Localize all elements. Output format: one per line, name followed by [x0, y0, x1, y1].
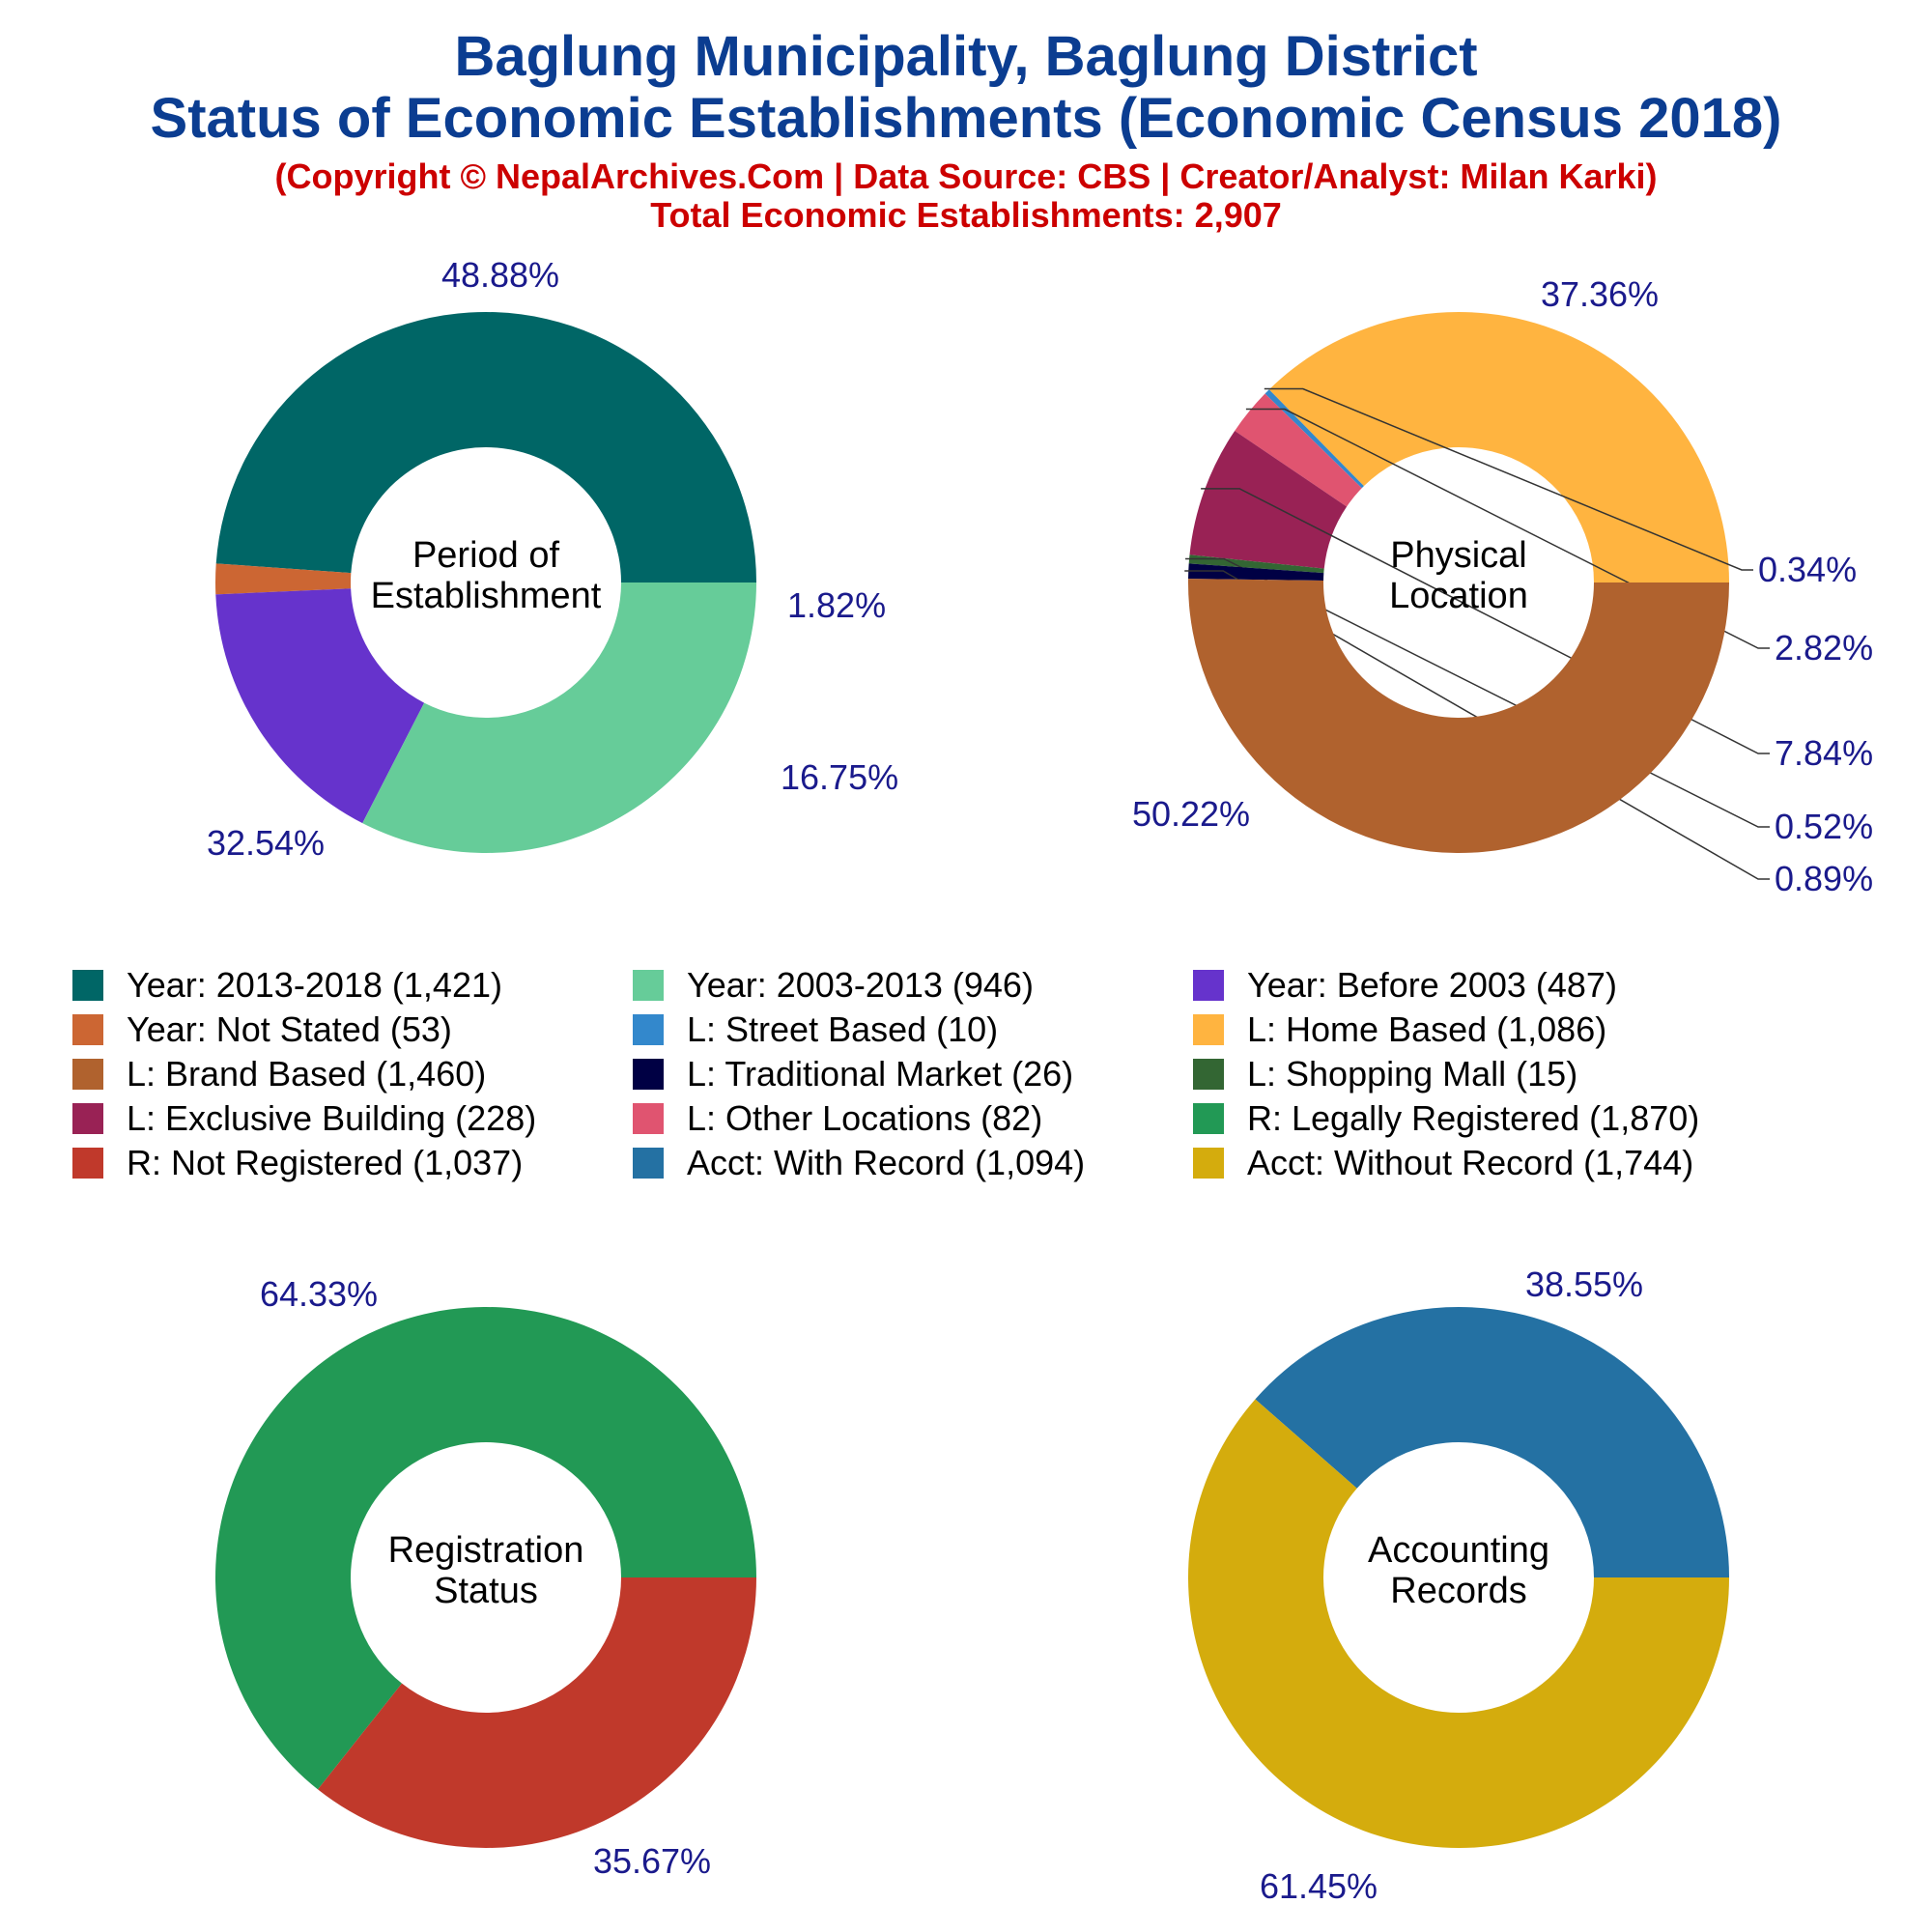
legend-item: R: Not Registered (1,037) [72, 1142, 523, 1184]
legend-item: Year: Before 2003 (487) [1193, 964, 1617, 1007]
donut-center-label: Accounting [1368, 1530, 1549, 1571]
slice-percent-label: 50.22% [1132, 794, 1250, 834]
slice-year-not-stated [215, 563, 352, 595]
period-of-establishment-donut: 48.88% 1.82% 16.75% 32.54% Period ofEstablis… [207, 255, 898, 863]
legend-swatch [633, 1103, 664, 1134]
legend-swatch [633, 1014, 664, 1045]
donut-center-label: Physical [1390, 535, 1527, 576]
legend-item: R: Legally Registered (1,870) [1193, 1097, 1699, 1140]
donut-center-label: Status [434, 1571, 538, 1611]
legend-swatch [633, 1059, 664, 1090]
legend-swatch [72, 1103, 103, 1134]
slice-year-2013-2018 [215, 311, 756, 582]
legend-swatch [72, 1014, 103, 1045]
donut-center-label: Location [1389, 576, 1528, 616]
copyright-subtitle: (Copyright © NepalArchives.Com | Data So… [274, 156, 1658, 196]
legend-item: Acct: Without Record (1,744) [1193, 1142, 1693, 1184]
slice-percent-label: 35.67% [593, 1841, 711, 1881]
chart-title-line-2: Status of Economic Establishments (Econo… [150, 87, 1782, 150]
legend-swatch [1193, 1103, 1224, 1134]
slice-percent-label: 1.82% [787, 585, 886, 625]
legend-swatch [72, 1148, 103, 1179]
slice-year-2003-2013 [362, 582, 756, 853]
legend-label: Acct: Without Record (1,744) [1247, 1143, 1694, 1182]
slice-l-traditional-market [1188, 563, 1324, 582]
slice-acct-with-record [1255, 1307, 1729, 1577]
legend-swatch [633, 970, 664, 1001]
slice-percent-label: 0.52% [1775, 807, 1873, 846]
slice-l-brand-based [1187, 579, 1729, 854]
slice-r-legally-registered [215, 1306, 756, 1790]
legend-swatch [1193, 1148, 1224, 1179]
legend-item: L: Brand Based (1,460) [72, 1053, 486, 1095]
legend-label: Year: 2003-2013 (946) [687, 965, 1034, 1005]
legend-swatch [72, 1059, 103, 1090]
legend-label: Year: 2013-2018 (1,421) [127, 965, 502, 1005]
slice-percent-label: 48.88% [441, 255, 559, 295]
slice-percent-label: 61.45% [1260, 1866, 1378, 1906]
legend-label: L: Street Based (10) [687, 1009, 999, 1049]
physical-location-donut: 37.36% 0.34% 2.82% 7.84% 0.52% 0.89% 50.22% Phy… [1132, 274, 1873, 898]
slice-percent-label: 2.82% [1775, 628, 1873, 668]
leader-line [1185, 557, 1770, 828]
slice-r-not-registered [317, 1577, 756, 1849]
legend-label: Year: Not Stated (53) [127, 1009, 452, 1049]
slice-percent-label: 16.75% [781, 757, 898, 797]
slice-percent-label: 0.34% [1758, 550, 1857, 589]
legend-label: R: Not Registered (1,037) [127, 1143, 524, 1182]
legend-label: L: Traditional Market (26) [687, 1054, 1074, 1094]
legend-swatch [1193, 970, 1224, 1001]
legend-item: L: Exclusive Building (228) [72, 1097, 536, 1140]
legend-item: L: Street Based (10) [633, 1009, 998, 1051]
legend-label: L: Other Locations (82) [687, 1098, 1043, 1138]
legend-item: Year: Not Stated (53) [72, 1009, 452, 1051]
legend-label: L: Shopping Mall (15) [1247, 1054, 1578, 1094]
slice-l-exclusive-building [1189, 430, 1348, 569]
slice-percent-label: 0.89% [1775, 859, 1873, 898]
leader-line [1201, 488, 1770, 754]
legend-swatch [1193, 1014, 1224, 1045]
legend-label: R: Legally Registered (1,870) [1247, 1098, 1700, 1138]
legend-label: L: Exclusive Building (228) [127, 1098, 537, 1138]
legend-item: Acct: With Record (1,094) [633, 1142, 1085, 1184]
donut-center-label: Registration [388, 1530, 584, 1571]
slice-percent-label: 64.33% [260, 1274, 378, 1314]
donut-center-label: Period of [412, 535, 560, 576]
slice-acct-without-record [1187, 1399, 1729, 1848]
donut-center-label: Records [1390, 1571, 1527, 1611]
slice-l-street-based [1264, 389, 1364, 489]
leader-line [1264, 387, 1753, 571]
legend-swatch [1193, 1059, 1224, 1090]
slice-percent-label: 37.36% [1541, 274, 1659, 314]
leader-line [1245, 408, 1770, 649]
total-establishments-subtitle: Total Economic Establishments: 2,907 [650, 195, 1282, 235]
legend-label: L: Home Based (1,086) [1247, 1009, 1607, 1049]
slice-year-before-2003 [215, 588, 425, 824]
legend-item: L: Other Locations (82) [633, 1097, 1042, 1140]
legend-swatch [72, 970, 103, 1001]
legend-label: Acct: With Record (1,094) [687, 1143, 1086, 1182]
legend-item: L: Shopping Mall (15) [1193, 1053, 1577, 1095]
legend-label: L: Brand Based (1,460) [127, 1054, 487, 1094]
legend-item: L: Traditional Market (26) [633, 1053, 1073, 1095]
slice-percent-label: 7.84% [1775, 733, 1873, 773]
slice-percent-label: 32.54% [207, 823, 325, 863]
chart-title-line-1: Baglung Municipality, Baglung District [454, 25, 1478, 88]
donut-center-label: Establishment [371, 576, 602, 616]
slice-percent-label: 38.55% [1525, 1264, 1643, 1304]
slice-l-home-based [1268, 312, 1729, 582]
legend-label: Year: Before 2003 (487) [1247, 965, 1617, 1005]
slice-l-other-locations [1235, 393, 1362, 507]
legend-item: L: Home Based (1,086) [1193, 1009, 1606, 1051]
legend-item: Year: 2013-2018 (1,421) [72, 964, 502, 1007]
legend-swatch [633, 1148, 664, 1179]
legend-item: Year: 2003-2013 (946) [633, 964, 1034, 1007]
